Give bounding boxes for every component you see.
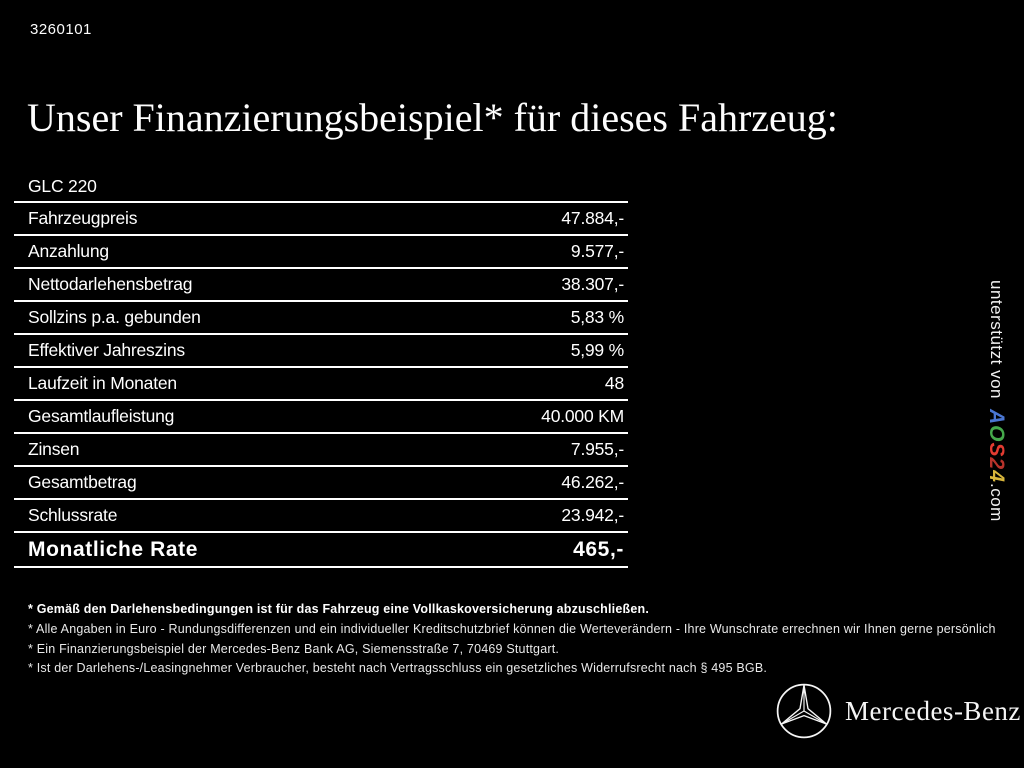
row-value: 48 [604,373,624,393]
row-label: Gesamtbetrag [28,472,137,492]
table-row: Monatliche Rate 465,- [14,531,628,566]
row-label: Fahrzeugpreis [28,208,138,228]
aos24-letter: 4 [985,470,1008,483]
row-value: 465,- [573,537,624,561]
vehicle-model-label: GLC 220 [28,176,97,196]
sponsor-suffix-text: .com [987,482,1006,522]
row-value: 9.577,- [570,241,624,261]
table-row: Effektiver Jahreszins 5,99 % [14,333,628,366]
mercedes-star-icon [776,683,832,739]
row-value: 46.262,- [561,472,624,492]
mercedes-benz-wordmark: Mercedes-Benz [845,695,1021,726]
table-row: Schlussrate 23.942,- [14,498,628,531]
aos24-letter: 2 [985,457,1008,471]
aos24-letter: A [985,409,1008,426]
table-row: Gesamtlaufleistung 40.000 KM [14,399,628,432]
row-label: Sollzins p.a. gebunden [28,307,201,327]
row-value: 47.884,- [561,208,624,228]
row-value: 38.307,- [561,274,624,294]
footnote-line: * Gemäß den Darlehensbedingungen ist für… [28,602,650,616]
row-label: Nettodarlehensbetrag [28,274,193,294]
row-value: 5,99 % [570,340,624,360]
row-label: Schlussrate [28,505,118,525]
row-label: Laufzeit in Monaten [28,373,177,393]
sponsor-watermark: unterstützt von AOS24 .com [984,280,1008,580]
page-title: Unser Finanzierungsbeispiel* für dieses … [27,94,838,140]
table-row: Sollzins p.a. gebunden 5,83 % [14,300,628,333]
row-value: 5,83 % [570,307,624,327]
sponsor-prefix-text: unterstützt von [987,280,1006,400]
row-value: 7.955,- [570,439,624,459]
footnote-line: * Alle Angaben in Euro - Rundungsdiffere… [28,621,996,636]
row-label: Gesamtlaufleistung [28,406,175,426]
row-label: Monatliche Rate [28,537,199,561]
table-row: Laufzeit in Monaten 48 [14,366,628,399]
row-value: 40.000 KM [541,406,624,426]
reference-number: 3260101 [30,21,92,38]
table-row: Gesamtbetrag 46.262,- [14,465,628,498]
aos24-logo: AOS24 [984,409,1008,483]
row-label: Anzahlung [28,241,109,261]
finance-rows: Fahrzeugpreis 47.884,- Anzahlung 9.577,-… [14,201,628,568]
row-value: 23.942,- [561,505,624,525]
table-row: Zinsen 7.955,- [14,432,628,465]
table-row: Anzahlung 9.577,- [14,234,628,267]
finance-table: GLC 220 Fahrzeugpreis 47.884,- Anzahlung… [14,172,628,568]
footnote-line: * Ein Finanzierungsbeispiel der Mercedes… [28,641,560,656]
table-row: Nettodarlehensbetrag 38.307,- [14,267,628,300]
row-label: Zinsen [28,439,80,459]
row-label: Effektiver Jahreszins [28,340,185,360]
aos24-letter: S [985,442,1008,458]
footnote-line: * Ist der Darlehens-/Leasingnehmer Verbr… [28,661,768,676]
footnotes: * Gemäß den Darlehensbedingungen ist für… [28,600,1018,679]
table-row: Fahrzeugpreis 47.884,- [14,201,628,234]
aos24-letter: O [985,425,1008,443]
footer-brand: Mercedes-Benz [775,682,1021,740]
